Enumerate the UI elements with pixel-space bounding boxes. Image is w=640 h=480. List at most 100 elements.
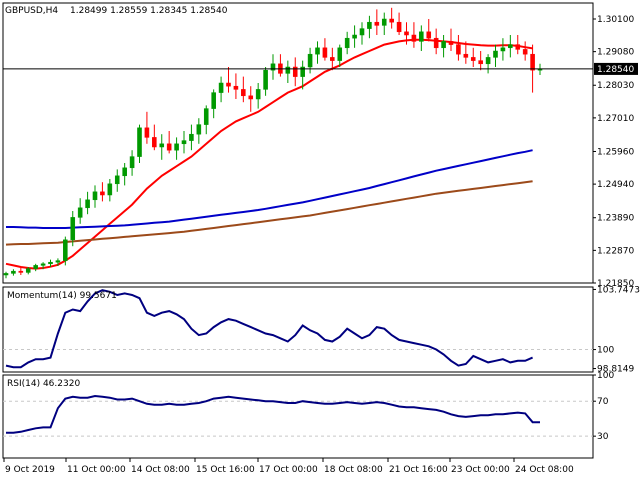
price-pane[interactable]: 1.30100 1.29080 1.28030 1.27010 1.25960 1.249… — [2, 2, 638, 289]
candle-body — [367, 21, 372, 29]
candle-body — [307, 53, 313, 68]
candle-body — [226, 82, 231, 87]
candle-body — [25, 268, 31, 273]
y-tick-label: 1.29080 — [597, 48, 634, 58]
x-tick-label: 15 Oct 16:00 — [196, 465, 255, 475]
rsi-pane[interactable]: 100 70 30 RSI(14) 46.2320 — [2, 371, 614, 459]
candle-body — [352, 34, 357, 39]
candle-body — [448, 41, 454, 45]
candle-body — [107, 183, 113, 196]
y-tick-label: 1.22870 — [597, 246, 634, 256]
y-tick-label: 1.28030 — [597, 81, 634, 91]
x-tick-label: 14 Oct 08:00 — [131, 465, 190, 475]
current-price-label: 1.28540 — [597, 65, 634, 75]
sma100-line — [6, 149, 533, 229]
x-tick-label: 21 Oct 16:00 — [389, 465, 448, 475]
y-tick-label: 1.21850 — [597, 279, 634, 289]
candle-body — [433, 37, 439, 49]
pane-frame — [2, 286, 594, 373]
candle-body — [144, 127, 150, 138]
y-tick-label: 70 — [597, 397, 609, 407]
y-tick-label: 100 — [597, 371, 614, 381]
candle-body — [374, 21, 380, 26]
candle-body — [493, 50, 498, 58]
candle-body — [337, 47, 343, 61]
candle-body — [344, 37, 350, 49]
candle-body — [404, 31, 409, 36]
candle-body — [196, 124, 202, 135]
x-tick-label: 23 Oct 00:00 — [451, 465, 510, 475]
candle-body — [40, 263, 46, 266]
candle-body — [485, 57, 491, 65]
candle-body — [241, 89, 246, 97]
candle-body — [426, 31, 432, 39]
y-tick-label: 30 — [597, 432, 609, 442]
momentum-title: Momentum(14) 99.5671 — [7, 291, 117, 301]
candle-body — [3, 273, 9, 276]
candle-body — [300, 66, 305, 77]
pane-frame — [2, 374, 594, 459]
candle-body — [285, 66, 291, 74]
candle-body — [419, 31, 424, 42]
candle-body — [315, 47, 320, 55]
candle-body — [11, 270, 16, 274]
candle-body — [522, 49, 528, 55]
current-price-tag — [594, 62, 638, 75]
ohlc-label: 1.28499 1.28559 1.28345 1.28540 — [70, 6, 228, 16]
candle-body — [18, 270, 24, 273]
pane-frame — [2, 2, 594, 284]
candle-body — [211, 92, 216, 109]
candle-body — [55, 260, 61, 263]
candle-body — [129, 156, 135, 169]
candle-body — [92, 191, 98, 201]
candle-body — [359, 28, 365, 36]
candle-body — [114, 175, 120, 185]
candle-body — [530, 53, 535, 71]
candle-body — [441, 41, 446, 49]
candle-body — [181, 140, 187, 145]
candle-body — [203, 108, 209, 125]
momentum-line — [5, 289, 533, 369]
candle-body — [263, 69, 268, 90]
candle-body — [159, 143, 165, 148]
candle-body — [456, 44, 461, 55]
candle-body — [85, 199, 90, 209]
candle-body — [248, 95, 254, 100]
candle-body — [330, 57, 335, 61]
candle-body — [322, 47, 328, 58]
candle-body — [137, 127, 142, 157]
y-tick-label: 100 — [597, 346, 614, 356]
candle-body — [218, 82, 224, 93]
candle-body — [292, 66, 298, 77]
candle-body — [389, 18, 394, 23]
candle-body — [152, 137, 157, 148]
x-tick-label: 18 Oct 08:00 — [324, 465, 383, 475]
symbol-label: GBPUSD,H4 — [5, 6, 58, 16]
candle-body — [100, 191, 105, 196]
candle-body — [508, 44, 513, 49]
x-tick-label: 24 Oct 08:00 — [515, 465, 574, 475]
candle-body — [478, 60, 483, 65]
x-tick-label: 11 Oct 00:00 — [67, 465, 126, 475]
candle-body — [77, 207, 83, 218]
candle-body — [70, 217, 76, 241]
y-tick-label: 1.30100 — [597, 15, 634, 25]
candle-body — [33, 265, 38, 269]
candle-body — [411, 34, 417, 42]
candle-body — [470, 57, 476, 61]
rsi-title: RSI(14) 46.2320 — [7, 379, 80, 389]
rsi-line — [6, 394, 540, 434]
x-tick-label: 17 Oct 00:00 — [259, 465, 318, 475]
y-tick-label: 1.24940 — [597, 180, 634, 190]
candle-body — [255, 89, 261, 100]
candle-body — [166, 143, 172, 151]
momentum-pane[interactable]: 103.7473 100 98.8149 Momentum(14) 99.5671 — [2, 285, 640, 375]
candle-body — [189, 133, 194, 141]
candle-body — [48, 261, 53, 265]
candle-body — [396, 21, 402, 33]
candle-body — [174, 143, 179, 151]
y-tick-label: 1.27010 — [597, 114, 634, 124]
candle-body — [463, 53, 469, 58]
